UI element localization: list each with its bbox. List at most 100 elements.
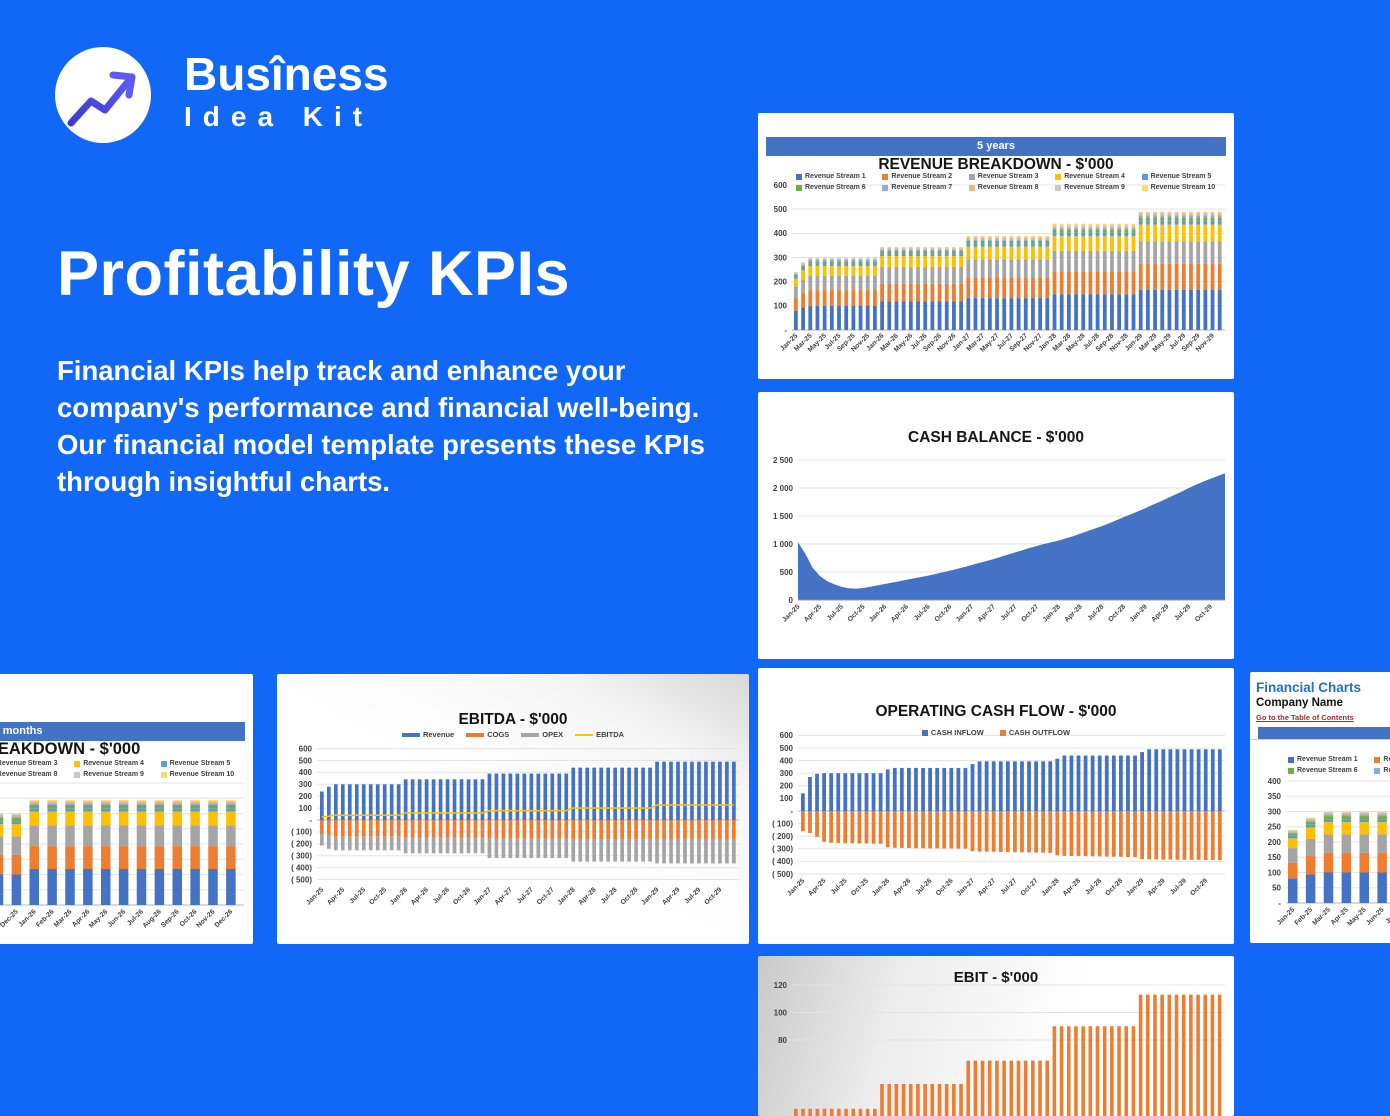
legend-label: Revenue Stream 10 (170, 771, 235, 778)
svg-text:2 500: 2 500 (773, 456, 794, 465)
legend-item: Revenue (402, 730, 454, 739)
legend-item: Revenue Stream 6 (796, 184, 882, 191)
svg-text:100: 100 (1268, 868, 1282, 877)
legend-label: Revenue Stream 7 (891, 184, 952, 191)
svg-text:Jan-28: Jan-28 (1042, 603, 1062, 623)
legend-item: Revenue Stream 2 (1374, 756, 1390, 763)
svg-text:Jan-26: Jan-26 (17, 908, 37, 928)
svg-text:400: 400 (774, 229, 788, 238)
svg-text:200: 200 (299, 792, 313, 801)
period-badge-label: 5 years (977, 140, 1015, 152)
legend-label: Revenue Stream 2 (1383, 756, 1390, 763)
legend-label: Revenue Stream 6 (805, 184, 866, 191)
svg-text:Jan-27: Jan-27 (473, 886, 493, 906)
period-badge (1258, 727, 1390, 739)
legend-label: Revenue Stream 3 (978, 173, 1039, 180)
svg-text:Jan-29: Jan-29 (1129, 603, 1149, 623)
legend-item: Revenue Stream 1 (1288, 756, 1374, 763)
brand-wordmark: Busîness Idea Kit (184, 51, 389, 133)
svg-text:Apr-28: Apr-28 (1063, 603, 1083, 623)
svg-text:Sep-26: Sep-26 (160, 908, 181, 929)
svg-text:Jul-26: Jul-26 (915, 877, 934, 896)
svg-text:Jul-29: Jul-29 (1173, 603, 1192, 622)
svg-text:( 200): ( 200) (291, 840, 312, 849)
legend-label: Revenue Stream 5 (170, 760, 231, 767)
svg-text:Nov-26: Nov-26 (195, 908, 216, 929)
legend-item: Revenue Stream 1 (796, 173, 882, 180)
svg-text:Apr-29: Apr-29 (661, 886, 681, 906)
svg-text:500: 500 (774, 205, 788, 214)
legend-item: Revenue Stream 9 (1055, 184, 1141, 191)
svg-text:Feb-25: Feb-25 (1294, 906, 1315, 927)
legend-marker-icon (882, 185, 888, 191)
trending-up-arrow-icon (55, 47, 151, 143)
svg-text:Oct-25: Oct-25 (368, 886, 388, 906)
svg-text:300: 300 (299, 780, 313, 789)
chart-title: REVENUE BREAKDOWN - $'000 (758, 156, 1234, 174)
legend-label: OPEX (542, 730, 563, 739)
brand-line1: Busîness (184, 51, 389, 98)
legend-marker-icon (74, 772, 80, 778)
svg-text:Apr-25: Apr-25 (807, 877, 827, 897)
svg-text:-: - (309, 816, 312, 825)
svg-text:Apr-25: Apr-25 (803, 603, 823, 623)
svg-text:Jul-28: Jul-28 (1084, 877, 1103, 896)
legend-label: Revenue Stream 9 (1064, 184, 1125, 191)
svg-text:Oct-27: Oct-27 (536, 886, 556, 906)
revenue-breakdown-24m-chart: -50100150200250300350400Jan-25Feb-25Mar-… (0, 674, 253, 944)
chart-card-revenue-breakdown-24m: -50100150200250300350400Jan-25Feb-25Mar-… (0, 674, 253, 944)
legend-label: Revenue Stream 5 (1151, 173, 1212, 180)
svg-text:600: 600 (774, 181, 788, 190)
legend-item: Revenue Stream 8 (969, 184, 1055, 191)
legend-marker-icon (1000, 730, 1006, 736)
legend-label: COGS (487, 730, 509, 739)
legend-marker-icon (1142, 185, 1148, 191)
svg-text:Oct-28: Oct-28 (1104, 877, 1124, 897)
svg-text:Apr-25: Apr-25 (326, 886, 346, 906)
legend-marker-icon (74, 761, 80, 767)
svg-text:500: 500 (780, 744, 794, 753)
company-name: Company Name (1256, 697, 1343, 709)
table-of-contents-link[interactable]: Go to the Table of Contents (1256, 713, 1354, 722)
legend-label: Revenue Stream 10 (1151, 184, 1216, 191)
svg-text:Jan-26: Jan-26 (871, 877, 891, 897)
svg-text:Jul-26: Jul-26 (432, 886, 451, 905)
svg-text:Jan-29: Jan-29 (1125, 877, 1145, 897)
svg-text:Jul-25: Jul-25 (1385, 906, 1390, 925)
period-badge: 24 months (0, 722, 245, 741)
svg-text:Jul-29: Jul-29 (1169, 877, 1188, 896)
period-badge: 5 years (766, 137, 1226, 156)
svg-text:Jul-26: Jul-26 (913, 603, 932, 622)
svg-text:( 100): ( 100) (291, 828, 312, 837)
legend-label: Revenue Stream 4 (83, 760, 144, 767)
svg-text:( 500): ( 500) (291, 875, 312, 884)
svg-text:Apr-29: Apr-29 (1147, 877, 1167, 897)
svg-text:0: 0 (789, 596, 794, 605)
legend-item: Revenue Stream 10 (161, 771, 247, 778)
legend-label: Revenue Stream 2 (891, 173, 952, 180)
svg-text:( 500): ( 500) (772, 870, 793, 879)
svg-text:Oct-25: Oct-25 (847, 603, 867, 623)
legend-marker-icon (969, 185, 975, 191)
svg-text:Apr-27: Apr-27 (977, 603, 997, 623)
legend-marker-icon (1055, 185, 1061, 191)
legend-label: Revenue Stream 1 (805, 173, 866, 180)
legend-item: Revenue Stream 2 (882, 173, 968, 180)
svg-text:Jul-29: Jul-29 (684, 886, 703, 905)
svg-text:Oct-26: Oct-26 (933, 603, 953, 623)
legend-item: CASH INFLOW (922, 728, 984, 737)
svg-text:1 500: 1 500 (773, 512, 794, 521)
brand-line2: Idea Kit (184, 101, 389, 133)
legend-marker-icon (1374, 768, 1380, 774)
svg-text:Jan-25: Jan-25 (786, 877, 806, 897)
page-title: Profitability KPIs (57, 238, 570, 310)
legend-label: Revenue Stream 9 (83, 771, 144, 778)
svg-text:May-26: May-26 (88, 908, 109, 929)
svg-text:Jul-27: Jul-27 (516, 886, 535, 905)
